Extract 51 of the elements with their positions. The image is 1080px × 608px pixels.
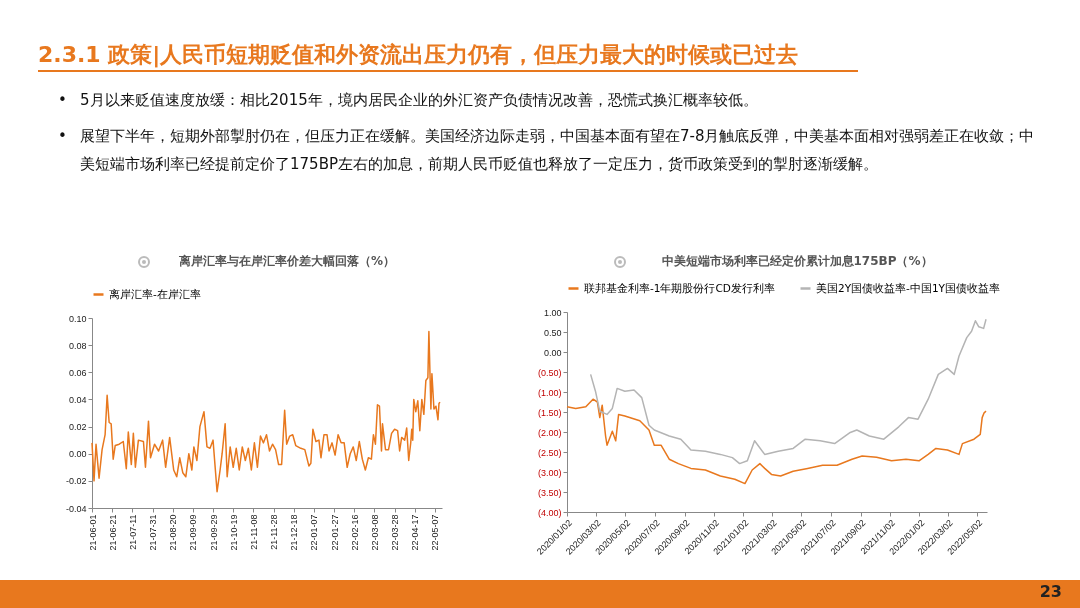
x-tick-label: 22-01-27 [329,514,340,551]
x-tick-label: 22-05-07 [430,514,441,551]
legend-label: 联邦基金利率-1年期股份行CD发行利率 [584,281,775,294]
y-tick-label: 0.06 [68,367,87,378]
chart-title: 离岸汇率与在岸汇率价差大幅回落（%） [177,254,396,268]
x-tick-label: 21-08-20 [168,514,179,551]
text: • [58,90,67,111]
y-tick-label: (1.50) [537,407,562,418]
x-tick-label: 21-10-19 [228,514,239,551]
x-tick-label: 21-07-31 [148,514,159,551]
x-tick-label: 22-02-16 [349,514,360,551]
x-tick-label: 21-09-09 [188,514,199,551]
y-tick-label: (2.00) [537,427,562,438]
y-tick-label: 0.02 [68,422,87,433]
y-tick-label: (2.50) [537,447,562,458]
line-series [566,398,987,485]
line-series [589,318,987,465]
text: • [58,126,67,147]
y-tick-label: (0.50) [537,367,562,378]
x-tick-label: 21-06-21 [107,514,118,551]
y-tick-label: 1.00 [543,307,562,318]
y-tick-label: 0.00 [543,347,562,358]
y-tick-label: -0.04 [65,503,87,514]
x-tick-label: 22-04-17 [410,514,421,551]
y-tick-label: 0.10 [68,313,87,324]
y-tick-label: 0.08 [68,340,87,351]
x-tick-label: 22-01-07 [309,514,320,551]
text: 5月以来贬值速度放缓：相比2015年，境内居民企业的外汇资产负债情况改善，恐慌式换汇概率较低。 [80,91,758,109]
y-tick-label: -0.02 [65,476,87,487]
x-tick-label: 22-03-08 [369,514,380,551]
text: 展望下半年，短期外部掣肘仍在，但压力正在缓解。美国经济边际走弱，中国基本面有望在7-8月触底反弹，中美基本面相对强弱差正在收敛；中美短端市场利率已经提前定价了175BP左右的加息，前期人民币贬值也释放了一定压力，货币政策受到的掣肘逐渐缓解。 [80,127,1035,173]
y-tick-label: (4.00) [537,507,562,518]
x-tick-label: 21-07-11 [127,514,138,550]
text: 23 [1039,582,1062,601]
text: 2.3.1 政策|人民币短期贬值和外资流出压力仍有，但压力最大的时候或已过去 [38,40,859,72]
y-tick-label: 0.00 [68,449,87,460]
y-tick-label: (3.50) [537,487,562,498]
line-series [91,330,441,493]
x-tick-label: 21-11-28 [269,514,280,550]
y-tick-label: 0.04 [68,394,87,405]
x-tick-label: 21-06-01 [87,514,98,551]
x-tick-label: 21-09-29 [208,514,219,551]
legend-label: 离岸汇率-在岸汇率 [109,287,201,300]
x-tick-label: 21-11-08 [248,514,259,550]
x-tick-label: 22-03-28 [390,514,401,551]
y-tick-label: (3.00) [537,467,562,478]
y-tick-label: 0.50 [543,327,562,338]
x-tick-label: 21-12-18 [289,514,300,551]
legend-label: 美国2Y国债收益率-中国1Y国债收益率 [816,281,1000,294]
chart-title: 中美短端市场利率已经定价累计加息175BP（%） [661,254,933,268]
y-tick-label: (1.00) [537,387,562,398]
